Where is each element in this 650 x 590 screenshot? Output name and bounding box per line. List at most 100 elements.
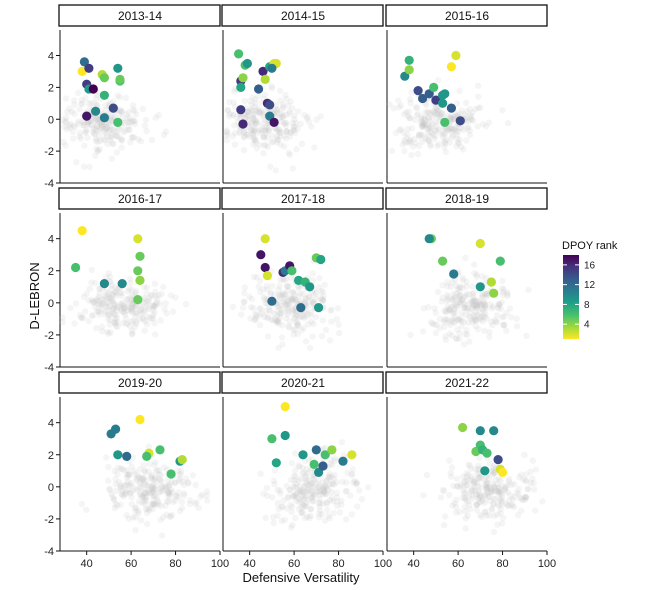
background-point (443, 291, 450, 299)
data-point (449, 269, 459, 279)
background-point (131, 323, 139, 331)
background-point (241, 97, 248, 105)
background-point (285, 322, 292, 330)
background-point (264, 313, 271, 321)
data-point (311, 445, 321, 455)
background-point (121, 482, 128, 489)
background-point (303, 488, 310, 495)
background-point (98, 305, 106, 313)
data-point (122, 451, 132, 461)
background-point (412, 140, 419, 147)
background-point (106, 486, 114, 494)
background-point (141, 122, 149, 129)
background-point (428, 123, 435, 131)
background-point (414, 150, 422, 158)
background-point (114, 304, 121, 311)
background-point (527, 479, 534, 486)
background-point (300, 501, 307, 508)
background-point (282, 315, 290, 322)
background-point (166, 513, 174, 520)
background-point (308, 318, 315, 325)
background-point (92, 152, 99, 159)
data-point (429, 82, 439, 92)
background-point (465, 461, 472, 468)
background-point (226, 110, 234, 118)
background-point (479, 318, 487, 325)
background-point (448, 332, 455, 339)
background-point (467, 314, 474, 322)
background-point (260, 133, 268, 140)
background-point (127, 480, 135, 487)
background-point (139, 105, 146, 113)
background-point (342, 488, 350, 495)
background-point (127, 318, 135, 325)
background-point (133, 288, 140, 295)
background-point (319, 317, 326, 324)
background-point (489, 471, 496, 478)
background-point (295, 284, 302, 292)
background-point (309, 498, 316, 505)
background-point (504, 289, 511, 296)
background-point (156, 466, 163, 474)
data-point (84, 63, 94, 73)
legend-title: DPOY rank (562, 240, 618, 252)
background-point (466, 291, 473, 298)
background-point (305, 321, 312, 328)
background-point (176, 475, 183, 483)
background-point (167, 513, 174, 520)
background-point (498, 299, 505, 306)
background-point (113, 149, 121, 156)
background-point (275, 286, 282, 293)
background-point (192, 481, 199, 489)
background-point (447, 115, 454, 122)
background-point (319, 478, 326, 486)
background-point (263, 484, 271, 492)
background-point (295, 462, 302, 469)
background-point (152, 486, 159, 493)
data-point (486, 277, 496, 287)
facet-panel: 2014-15 (221, 4, 384, 184)
data-point (71, 262, 81, 273)
background-point (257, 305, 264, 312)
background-point (424, 126, 431, 133)
background-point (104, 305, 112, 312)
background-point (503, 309, 510, 316)
background-point (112, 316, 119, 323)
x-tick-label: 80 (169, 558, 181, 570)
background-point (122, 311, 129, 318)
background-point (129, 134, 136, 141)
background-point (488, 486, 496, 493)
background-point (460, 490, 468, 497)
background-point (307, 512, 314, 519)
background-point (495, 484, 502, 491)
background-point (248, 121, 256, 128)
background-point (448, 134, 455, 141)
background-point (69, 128, 76, 136)
background-point (141, 498, 148, 505)
background-point (406, 115, 414, 122)
background-point (461, 111, 469, 118)
background-point (276, 487, 284, 494)
background-point (407, 96, 414, 103)
background-point (112, 312, 119, 319)
background-point (136, 479, 144, 486)
background-point (71, 110, 78, 118)
background-point (312, 484, 319, 492)
background-point (93, 122, 101, 129)
data-point (498, 467, 508, 477)
background-point (114, 286, 121, 294)
background-point (431, 305, 438, 312)
background-point (483, 478, 490, 486)
background-point (126, 305, 134, 312)
background-point (95, 132, 103, 140)
background-point (469, 291, 476, 298)
background-point (118, 136, 126, 144)
y-tick-label: 2 (48, 266, 54, 278)
background-point (476, 300, 483, 307)
background-point (305, 496, 312, 503)
background-point (146, 314, 154, 322)
y-tick-label: -4 (44, 178, 54, 190)
background-point (508, 502, 515, 509)
background-point (339, 478, 346, 485)
background-point (157, 471, 164, 478)
